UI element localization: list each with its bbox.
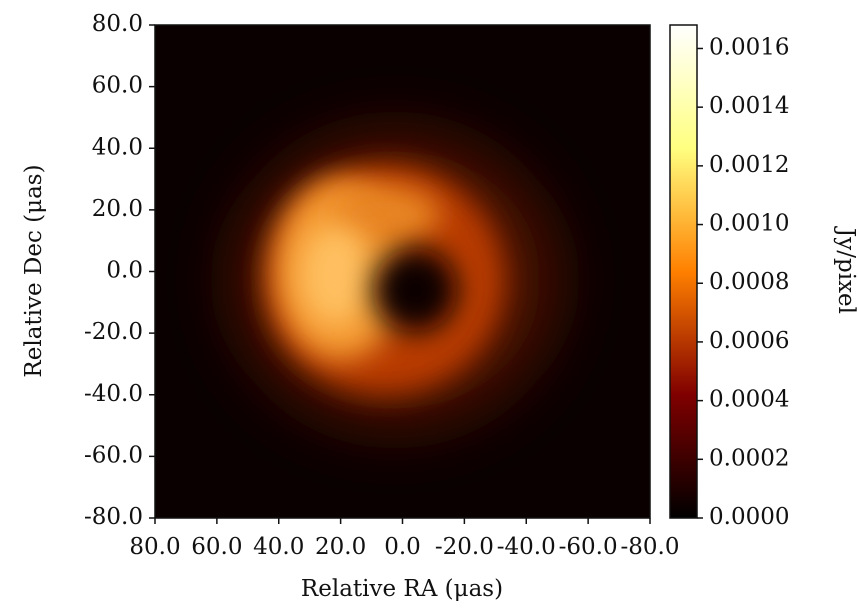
colorbar-tick-label: 0.0004 [709, 387, 789, 413]
y-axis-label: Relative Dec (μas) [21, 164, 47, 377]
y-tick-label: 80.0 [92, 11, 143, 37]
colorbar-tick-label: 0.0010 [709, 211, 789, 237]
x-tick-label: 20.0 [315, 534, 366, 560]
y-tick-label: 0.0 [106, 258, 143, 284]
colorbar-tick-label: 0.0000 [709, 504, 789, 530]
y-tick-label: 60.0 [92, 73, 143, 99]
x-tick-label: 80.0 [129, 534, 180, 560]
colorbar-label: Jy/pixel [833, 226, 858, 314]
colorbar-tick-label: 0.0008 [709, 269, 789, 295]
x-tick-label: -80.0 [621, 534, 680, 560]
colorbar-tick-label: 0.0002 [709, 445, 789, 471]
colorbar-tick-label: 0.0016 [709, 34, 789, 60]
x-tick-label: -40.0 [497, 534, 556, 560]
colorbar-tick-label: 0.0012 [709, 152, 789, 178]
y-tick-label: -60.0 [84, 442, 143, 468]
x-tick-label: -60.0 [559, 534, 618, 560]
chart: Relative RA (μas) Relative Dec (μas) Jy/… [0, 0, 858, 608]
x-tick-label: -20.0 [435, 534, 494, 560]
x-tick-label: 0.0 [384, 534, 421, 560]
image [155, 25, 650, 518]
colorbar [670, 25, 697, 518]
colorbar-tick-label: 0.0014 [709, 93, 789, 119]
y-tick-label: 40.0 [92, 134, 143, 160]
x-axis-label: Relative RA (μas) [301, 576, 503, 602]
x-tick-label: 40.0 [253, 534, 304, 560]
y-tick-label: -40.0 [84, 381, 143, 407]
colorbar-tick-label: 0.0006 [709, 328, 789, 354]
y-tick-label: -80.0 [84, 504, 143, 530]
y-tick-label: 20.0 [92, 196, 143, 222]
x-tick-label: 60.0 [191, 534, 242, 560]
y-tick-label: -20.0 [84, 319, 143, 345]
